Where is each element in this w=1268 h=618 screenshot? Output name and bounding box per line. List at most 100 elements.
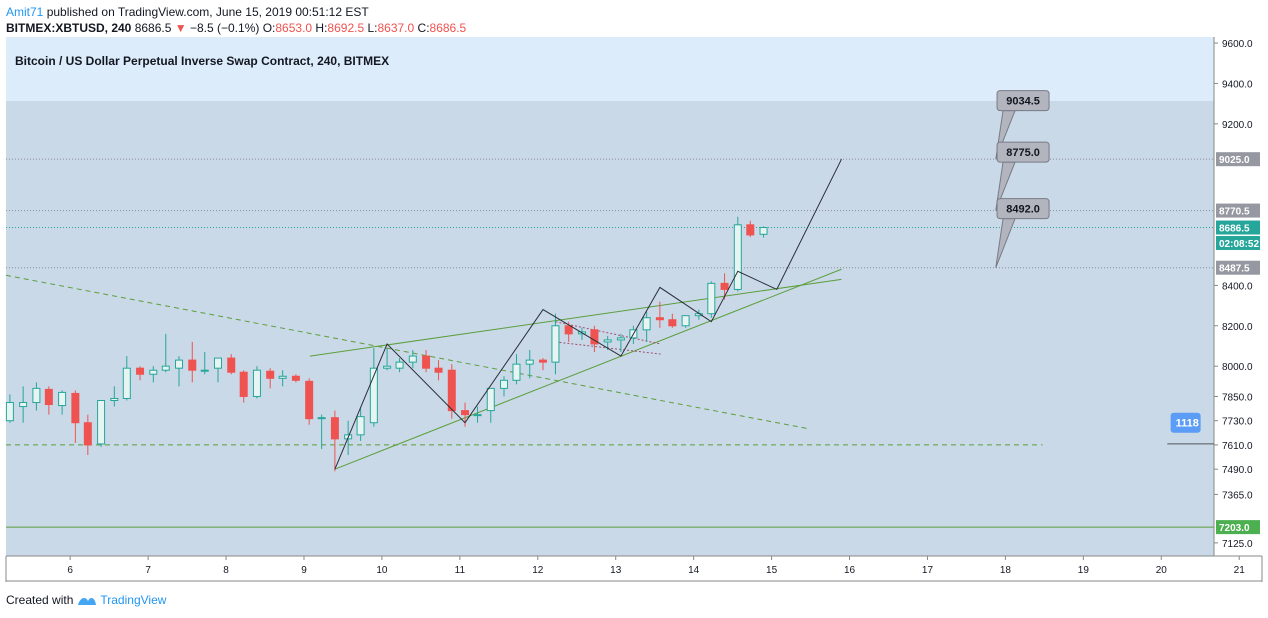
down-arrow-icon: ▼ [174,21,187,35]
candle-body-33 [434,367,443,373]
candle-body-38 [500,379,509,389]
candle-body-22 [291,375,300,381]
candle-body-57 [746,224,755,236]
price-chart[interactable]: Bitcoin / US Dollar Perpetual Inverse Sw… [0,37,1268,582]
candle-body-29 [383,365,392,369]
y-tick-label-11: 7730.0 [1222,417,1253,428]
candle-body-35 [461,410,470,416]
x-tick-label-10: 16 [844,565,856,576]
y-tick-label-1: 9400.0 [1222,79,1253,90]
candle-body-49 [642,317,651,331]
close-label: C: [417,21,430,35]
candle-body-58 [759,227,768,235]
x-tick-label-11: 17 [922,565,934,576]
high-label: H: [315,21,328,35]
price-tag-bg-3 [1216,235,1260,250]
side-tag-label: 1118 [1176,418,1199,430]
close-value: 8686.5 [429,21,467,35]
candle-body-24 [317,417,326,420]
callout-box-2 [996,198,1050,220]
candle-body-50 [655,317,664,321]
candle-body-52 [681,315,690,327]
symbol-line: BITMEX:XBTUSD, 240 8686.5 ▼ −8.5 (−0.1%)… [6,20,1206,36]
x-tick-label-3: 9 [301,565,307,576]
plot-background [6,37,1214,556]
price-tag-label-1: 8770.5 [1219,207,1250,218]
x-tick-label-1: 7 [145,565,151,576]
zigzag-path [334,158,842,470]
open-label: O: [262,21,276,35]
y-tick-label-7: 8400.0 [1222,281,1253,292]
callout-label-0: 9034.5 [1006,96,1040,108]
price-tag-bg-1 [1216,203,1260,218]
y-tick-label-8: 8200.0 [1222,322,1253,333]
candle-body-55 [720,282,729,290]
price-tag-label-2: 8686.5 [1219,224,1250,235]
candle-body-17 [227,357,236,373]
candle-body-30 [395,361,404,369]
y-tick-label-16: 7125.0 [1222,539,1253,550]
candle-body-34 [447,369,456,412]
chart-area[interactable]: Bitcoin / US Dollar Perpetual Inverse Sw… [0,37,1268,582]
price-tag-bg-4 [1216,260,1260,275]
candle-body-9 [122,367,131,399]
candle-body-4 [58,391,67,407]
candle-body-56 [733,224,742,290]
candle-body-31 [408,355,417,363]
candle-body-27 [356,416,365,436]
candle-body-11 [149,369,158,375]
candle-body-32 [422,355,431,369]
candle-body-15 [200,369,209,372]
price-tag-bg-0 [1216,152,1260,167]
y-tick-label-0: 9600.0 [1222,39,1253,50]
candle-body-14 [188,359,197,371]
price-change: −8.5 (−0.1%) [189,21,260,35]
candle-body-25 [330,417,339,440]
price-tag-bg-2 [1216,220,1260,235]
y-tick-label-9: 8000.0 [1222,362,1253,373]
candle-body-36 [473,414,482,417]
callout-label-1: 8775.0 [1006,147,1040,159]
y-tick-label-2: 9200.0 [1222,120,1253,131]
footer: Created with TradingView [6,592,166,608]
x-tick-label-6: 12 [532,565,544,576]
price-tag-label-5: 7203.0 [1219,523,1250,534]
candle-body-20 [266,370,275,379]
x-tick-label-0: 6 [67,565,73,576]
candle-body-6 [83,422,92,446]
candle-body-8 [110,397,119,402]
price-tag-bg-5 [1216,520,1260,535]
candle-body-13 [175,359,184,369]
x-tick-label-14: 20 [1156,565,1168,576]
candle-body-19 [252,369,261,397]
candle-body-10 [136,367,145,375]
tradingview-logo-icon [78,597,97,605]
x-tick-label-7: 13 [610,565,622,576]
candle-body-23 [305,380,314,420]
candle-body-45 [590,329,599,345]
high-value: 8692.5 [327,21,365,35]
last-price: 8686.5 [134,21,172,35]
y-tick-label-12: 7610.0 [1222,441,1253,452]
x-tick-label-13: 19 [1078,565,1090,576]
x-tick-label-4: 10 [376,565,388,576]
candle-body-7 [97,400,106,445]
symbol-label: BITMEX:XBTUSD, 240 [6,21,132,35]
candle-body-37 [486,387,495,412]
candle-body-42 [551,325,560,363]
x-tick-label-2: 8 [223,565,229,576]
candle-body-39 [512,363,521,381]
wedge-upper-line [309,278,842,357]
wedge-lower-line [334,268,842,470]
candle-body-40 [525,359,534,365]
author-name[interactable]: Amit71 [6,5,44,19]
candle-body-54 [707,282,716,315]
candle-body-47 [616,337,625,341]
callout-box-1 [996,141,1050,163]
candle-body-2 [32,387,41,404]
candle-body-51 [668,319,677,327]
callout-box-0 [996,90,1050,112]
tradingview-link[interactable]: TradingView [77,592,166,608]
candle-body-1 [19,402,28,408]
candle-body-21 [278,375,287,379]
